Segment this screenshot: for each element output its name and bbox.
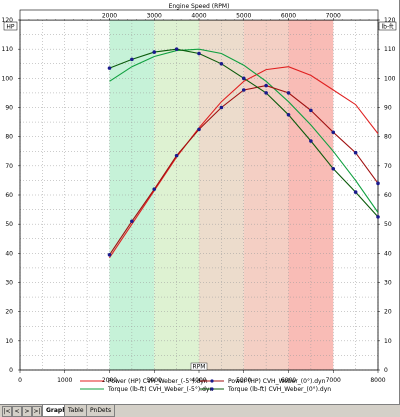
y-tick-label-left: 70 xyxy=(5,163,13,170)
x-tick-label: 5000 xyxy=(236,377,251,384)
y-tick-label-left: 0 xyxy=(9,367,13,374)
left-unit-label: HP xyxy=(6,24,15,31)
data-point xyxy=(331,130,336,135)
data-point xyxy=(241,88,246,92)
y-tick-label-right: 40 xyxy=(384,250,392,257)
y-tick-label-left: 30 xyxy=(5,280,13,287)
y-tick-label-right: 80 xyxy=(384,134,392,141)
data-point xyxy=(264,83,268,88)
data-point xyxy=(107,66,112,70)
last-sheet-button[interactable]: >| xyxy=(32,406,42,417)
y-tick-label-right: 0 xyxy=(384,367,388,374)
x-tick-label: 1000 xyxy=(57,377,72,384)
data-point xyxy=(197,127,201,132)
left-unit-box xyxy=(3,21,18,31)
y-tick-label-left: 10 xyxy=(5,338,13,345)
y-tick-label-right: 120 xyxy=(384,17,396,24)
y-tick-label-left: 120 xyxy=(2,17,14,24)
series-line-1 xyxy=(109,48,379,213)
data-point xyxy=(219,61,224,66)
top-tick-label: 5000 xyxy=(236,13,251,20)
data-point xyxy=(197,51,201,56)
y-tick-label-left: 110 xyxy=(2,46,14,53)
data-point xyxy=(309,139,313,143)
y-tick-label-left: 90 xyxy=(5,105,13,112)
y-tick-label-right: 50 xyxy=(384,221,392,228)
top-tick-label: 6000 xyxy=(281,13,296,20)
data-point xyxy=(219,105,224,110)
legend-label: Power (HP) CVH_Weber_(-5°).dyn xyxy=(108,378,208,385)
y-tick-label-left: 40 xyxy=(5,250,13,257)
x-tick-label: 8000 xyxy=(370,377,385,384)
data-point xyxy=(152,187,157,191)
tab-pndets[interactable]: PnDets xyxy=(86,405,116,417)
data-point xyxy=(286,91,291,95)
legend-label: Torque (lb-ft) CVH_Weber_(-5°).dyn xyxy=(107,386,213,393)
data-point xyxy=(353,190,358,194)
top-tick-label: 4000 xyxy=(191,13,206,20)
data-point xyxy=(107,252,112,257)
data-point xyxy=(376,215,380,219)
y-tick-label-right: 10 xyxy=(384,338,392,345)
y-tick-label-right: 90 xyxy=(384,105,392,112)
data-point xyxy=(376,181,380,186)
next-sheet-button[interactable]: > xyxy=(22,406,32,417)
x-tick-label: 4000 xyxy=(191,377,206,384)
chart-area: Engine Speed (RPM) 2000 3000 4000 5000 6000 70… xyxy=(0,0,400,404)
y-tick-label-left: 60 xyxy=(5,192,13,199)
top-tick-label: 3000 xyxy=(147,13,162,20)
x-label-box xyxy=(190,362,208,371)
data-point xyxy=(174,47,179,51)
dyno-chart: Engine Speed (RPM)2000 3000 4000 5000 6000 70… xyxy=(2,3,397,393)
data-point xyxy=(241,76,246,81)
y-tick-label-left: 80 xyxy=(5,134,13,141)
y-tick-label-right: 110 xyxy=(384,46,396,53)
data-point xyxy=(331,166,336,171)
y-tick-label-right: 20 xyxy=(384,309,392,316)
top-tick-label: 7000 xyxy=(326,13,341,20)
legend-marker xyxy=(210,379,214,383)
prev-sheet-button[interactable]: < xyxy=(12,406,22,417)
y-tick-label-left: 50 xyxy=(5,221,13,228)
x-tick-label: 0 xyxy=(18,377,22,384)
y-tick-label-right: 70 xyxy=(384,163,392,170)
data-point xyxy=(286,112,291,117)
legend-label: Power (HP) CVH_Weber_(0°).dyn xyxy=(228,378,326,385)
data-point xyxy=(130,57,134,62)
right-unit-label: lb-ft xyxy=(382,24,395,31)
tab-bar: |< < > >| Graph Table PnDets xyxy=(0,404,400,417)
tab-table[interactable]: Table xyxy=(64,405,88,417)
y-tick-label-right: 60 xyxy=(384,192,392,199)
x-tick-label: 7000 xyxy=(326,377,341,384)
x-tick-label: 6000 xyxy=(281,377,296,384)
data-point xyxy=(309,108,313,113)
x-axis-label: RPM xyxy=(193,364,206,371)
data-point xyxy=(264,91,268,95)
data-point xyxy=(353,150,358,155)
data-point xyxy=(152,50,157,54)
y-tick-label-left: 100 xyxy=(2,75,14,82)
y-tick-label-right: 30 xyxy=(384,280,392,287)
right-unit-box xyxy=(378,21,397,31)
top-axis-title: Engine Speed (RPM) xyxy=(169,3,230,10)
x-tick-label: 3000 xyxy=(147,377,162,384)
first-sheet-button[interactable]: |< xyxy=(2,406,12,417)
x-tick-label: 2000 xyxy=(102,377,117,384)
top-tick-label: 2000 xyxy=(102,13,117,20)
legend-label: Torque (lb-ft) CVH_Weber_(0°).dyn xyxy=(227,386,331,393)
y-tick-label-right: 100 xyxy=(384,75,396,82)
data-point xyxy=(174,153,179,158)
legend-marker xyxy=(210,387,214,391)
y-tick-label-left: 20 xyxy=(5,309,13,316)
data-point xyxy=(130,219,134,224)
